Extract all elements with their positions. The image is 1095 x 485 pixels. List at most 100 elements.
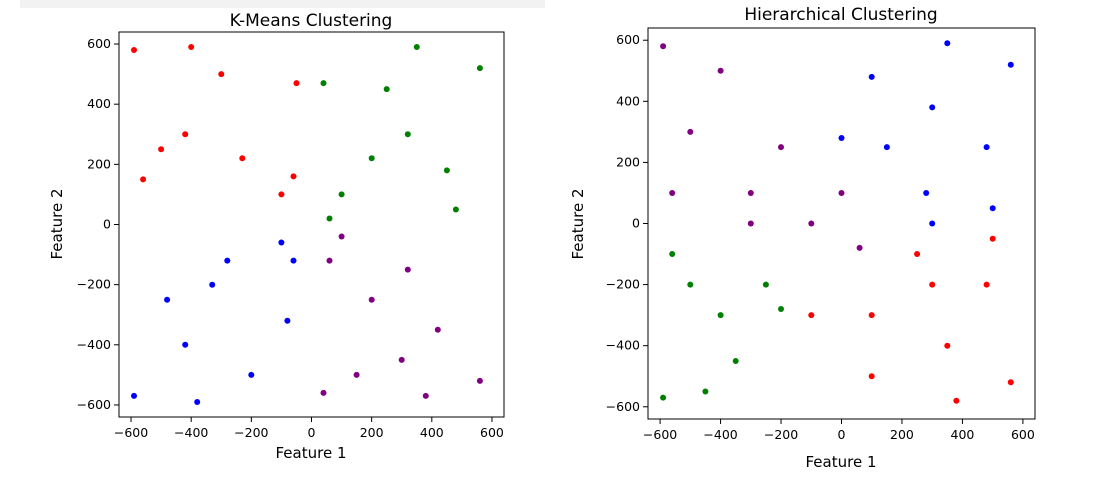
scatter-point [808, 312, 815, 319]
scatter-point [188, 44, 195, 50]
y-tick-label: 0 [103, 217, 111, 232]
scatter-point [284, 317, 291, 324]
scatter-point [320, 80, 327, 87]
y-tick-label: 400 [87, 96, 111, 111]
x-tick-label: −600 [114, 425, 148, 440]
x-tick-label: 0 [308, 425, 316, 440]
scatter-point [422, 392, 429, 399]
x-axis-label: Feature 1 [276, 444, 347, 462]
scatter-point [732, 358, 739, 364]
scatter-point [953, 397, 960, 404]
y-tick-label: −200 [77, 277, 111, 292]
scatter-point [476, 65, 483, 72]
scatter-point [278, 191, 285, 198]
scatter-point [290, 257, 297, 264]
y-tick-label: −200 [606, 277, 640, 292]
scatter-point [923, 190, 930, 196]
scatter-point [413, 44, 420, 50]
y-axis-label: Feature 2 [48, 189, 66, 260]
y-tick-label: 600 [616, 32, 640, 47]
scatter-point [131, 47, 137, 53]
scatter-point [989, 205, 996, 212]
scatter-point [914, 251, 921, 257]
x-tick-label: 600 [1011, 427, 1035, 442]
y-tick-label: −400 [606, 338, 640, 353]
y-axis-label: Feature 2 [569, 189, 587, 260]
scatter-point [868, 373, 875, 380]
scatter-point [140, 176, 147, 183]
scatter-point [808, 220, 815, 227]
x-ticks: −600 −400 −200 0 200 400 600 [114, 417, 504, 440]
scatter-point [944, 342, 951, 349]
x-ticks: −600 −400 −200 0 200 400 600 [643, 419, 1035, 442]
scatter-point [702, 388, 709, 395]
x-tick-label: 0 [838, 427, 846, 442]
scatter-point [368, 296, 375, 303]
y-tick-label: 200 [616, 154, 640, 169]
scatter-point [452, 206, 459, 213]
scatter-point [929, 104, 936, 111]
plot-frame [118, 31, 505, 418]
y-tick-label: −600 [77, 397, 111, 412]
x-axis-label: Feature 1 [806, 453, 877, 471]
scatter-point [158, 146, 165, 153]
scatter-point [326, 215, 333, 222]
scatter-point [320, 389, 327, 396]
scatter-point [717, 312, 724, 319]
scatter-point [838, 190, 845, 196]
scatter-point [131, 392, 137, 399]
scatter-point [868, 73, 875, 80]
scatter-point [929, 220, 936, 227]
y-tick-label: 400 [616, 93, 640, 108]
x-tick-label: −400 [174, 425, 208, 440]
scatter-point [218, 71, 225, 78]
x-tick-label: 200 [360, 425, 384, 440]
scatter-point [856, 244, 863, 251]
y-ticks: −600 −400 −200 0 200 400 600 [77, 36, 119, 412]
scatter-point [383, 86, 390, 93]
scatter-point [476, 377, 483, 384]
x-tick-label: −200 [764, 427, 798, 442]
scatter-point [290, 173, 297, 180]
x-tick-label: 400 [420, 425, 444, 440]
y-tick-label: −400 [77, 337, 111, 352]
scatter-point [669, 251, 676, 257]
scatter-point [983, 144, 990, 151]
scatter-point [868, 312, 875, 319]
chart-title: Hierarchical Clustering [744, 5, 937, 25]
kmeans-chart: K-Means Clustering −600 −400 −200 0 200 400 60… [48, 11, 505, 462]
scatter-point [404, 266, 411, 273]
scatter-point [883, 144, 890, 151]
scatter-point [669, 190, 676, 196]
scatter-point [660, 394, 667, 401]
y-tick-label: 200 [87, 156, 111, 171]
scatter-point [747, 220, 754, 227]
scatter-point [194, 399, 201, 405]
scatter-point [838, 135, 845, 141]
scatter-point [983, 281, 990, 288]
scatter-point [404, 131, 411, 138]
scatter-point [434, 326, 441, 333]
top-strip [20, 0, 545, 8]
x-tick-label: 400 [951, 427, 975, 442]
x-tick-label: 600 [480, 425, 504, 440]
scatter-point [278, 239, 285, 246]
scatter-point [398, 356, 405, 363]
scatter-point [224, 257, 231, 264]
plot-frame [647, 27, 1036, 420]
y-tick-label: −600 [606, 399, 640, 414]
chart-title: K-Means Clustering [230, 11, 393, 31]
scatter-point [353, 371, 360, 378]
scatter-point [1007, 61, 1014, 68]
scatter-point [209, 281, 216, 288]
scatter-point [687, 281, 694, 288]
scatter-point [338, 233, 345, 240]
y-ticks: −600 −400 −200 0 200 400 600 [606, 32, 648, 414]
x-tick-label: −600 [643, 427, 677, 442]
scatter-point [929, 281, 936, 288]
scatter-point [687, 128, 694, 135]
scatter-point [293, 80, 300, 87]
scatter-point [944, 40, 951, 47]
y-tick-label: 600 [87, 36, 111, 51]
